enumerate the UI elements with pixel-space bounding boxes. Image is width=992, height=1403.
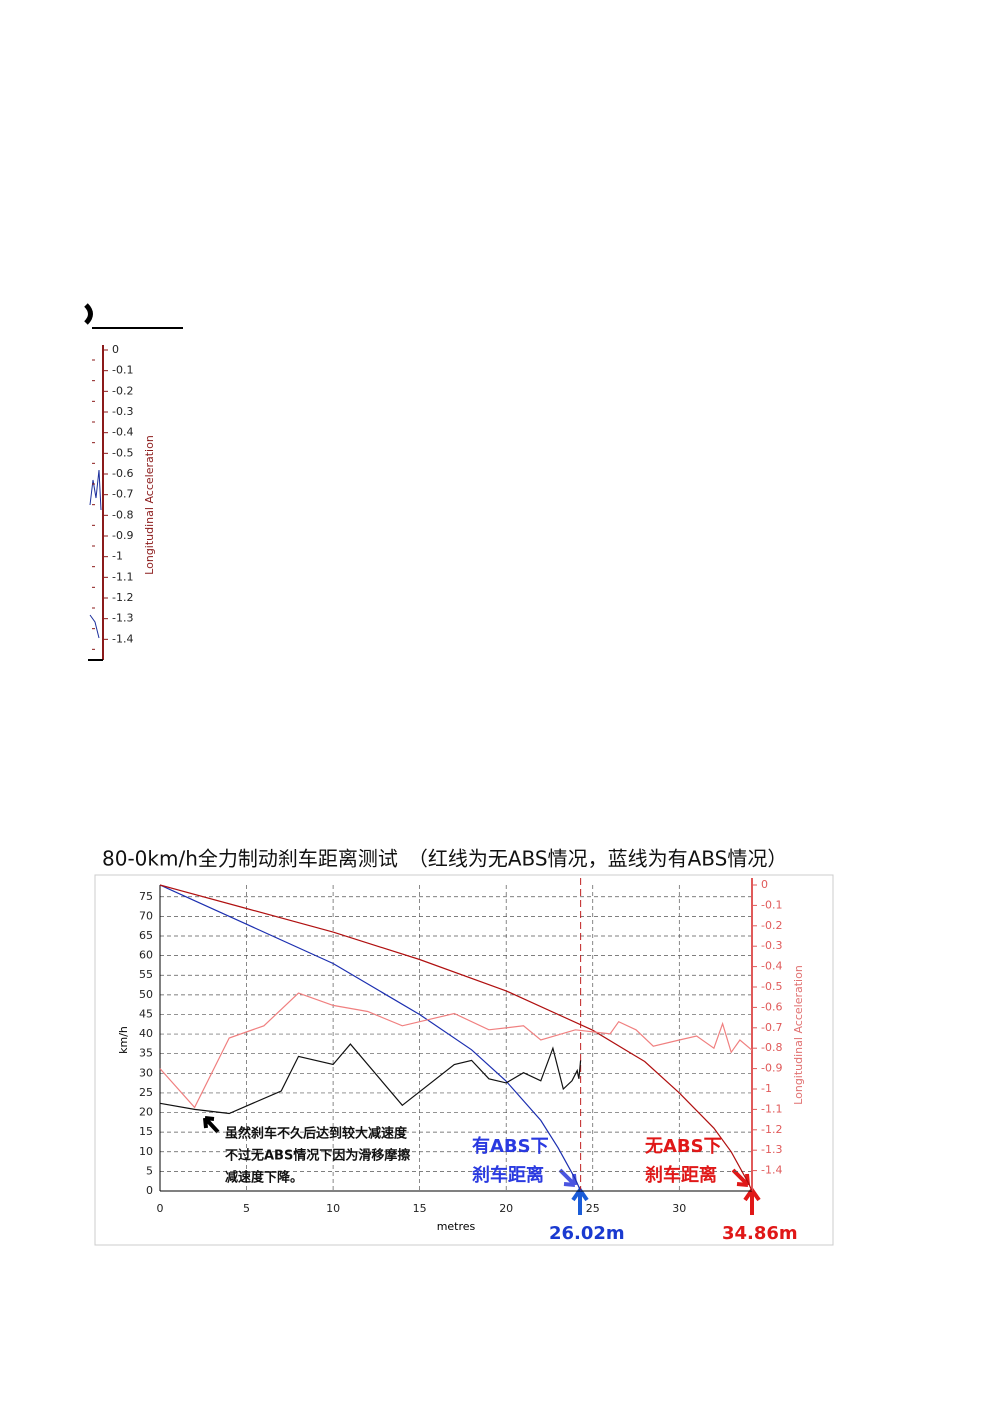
y-tick-label: 45	[139, 1007, 153, 1020]
y2-axis-label: Longitudinal Acceleration	[792, 965, 805, 1105]
fragment-line	[89, 469, 102, 511]
y-tick-label: 0	[146, 1184, 153, 1197]
y-tick-label: 15	[139, 1125, 153, 1138]
chart-title: 80-0km/h全力制动刹车距离测试 （红线为无ABS情况，蓝线为有ABS情况）	[102, 847, 787, 871]
y2-tick-label: -0.4	[761, 960, 782, 973]
y-tick-label: 10	[139, 1145, 153, 1158]
series-line	[159, 1043, 582, 1115]
annotation: 不过无ABS情况下因为滑移摩擦	[225, 1148, 410, 1164]
y-tick-label: 55	[139, 968, 153, 981]
y-tick-label: 5	[146, 1164, 153, 1177]
y2-tick-label: -1.4	[761, 1164, 782, 1177]
y2-tick-label: -0.1	[112, 364, 133, 377]
y2-tick-label: -0.6	[761, 1000, 782, 1013]
series-line	[159, 884, 753, 1192]
annotation: 34.86m	[722, 1223, 798, 1244]
y2-tick-label: -1	[112, 550, 123, 563]
x-tick-label: 10	[326, 1202, 340, 1215]
y-tick-label: 25	[139, 1086, 153, 1099]
annotation: 刹车距离	[645, 1164, 717, 1186]
annotation: 虽然刹车不久后达到较大减速度	[225, 1126, 408, 1142]
y2-tick-label: -0.6	[112, 467, 133, 480]
y2-tick-label: 0	[761, 878, 768, 891]
y2-tick-label: -0.8	[761, 1041, 782, 1054]
y-tick-label: 50	[139, 988, 153, 1001]
y2-axis-label: Longitudinal Acceleration	[143, 435, 156, 575]
y2-tick-label: 0	[112, 343, 119, 356]
annotation: 减速度下降。	[225, 1170, 303, 1186]
y-axis-label: km/h	[117, 1026, 130, 1054]
y2-tick-label: -0.1	[761, 898, 782, 911]
x-tick-label: 30	[672, 1202, 686, 1215]
fragment-line	[89, 614, 100, 639]
y2-tick-label: -0.8	[112, 508, 133, 521]
x-tick-label: 5	[243, 1202, 250, 1215]
annotation: 无ABS下	[645, 1136, 722, 1157]
y2-tick-label: -0.9	[112, 529, 133, 542]
x-tick-label: 20	[499, 1202, 513, 1215]
y2-tick-label: -1.3	[112, 612, 133, 625]
x-tick-label: 25	[586, 1202, 600, 1215]
y2-tick-label: -1.1	[112, 570, 133, 583]
x-tick-label: 15	[413, 1202, 427, 1215]
y2-tick-label: -1.4	[112, 632, 133, 645]
y-tick-label: 60	[139, 949, 153, 962]
y2-tick-label: -0.7	[112, 488, 133, 501]
x-tick-label: 0	[157, 1202, 164, 1215]
annotation: 刹车距离	[472, 1164, 544, 1186]
y-tick-label: 65	[139, 929, 153, 942]
y2-tick-label: -0.7	[761, 1021, 782, 1034]
chart-frame	[94, 874, 834, 1246]
annotation: 有ABS下	[472, 1135, 549, 1157]
arrow	[203, 1116, 220, 1134]
y-tick-label: 20	[139, 1106, 153, 1119]
y-tick-label: 35	[139, 1047, 153, 1060]
arrow	[743, 1186, 761, 1215]
series-line	[159, 992, 753, 1109]
y2-tick-label: -0.2	[112, 384, 133, 397]
y-tick-label: 70	[139, 909, 153, 922]
cropped-glyph	[84, 303, 93, 325]
y2-tick-label: -0.3	[112, 405, 133, 418]
y-tick-label: 75	[139, 890, 153, 903]
y2-tick-label: -0.2	[761, 919, 782, 932]
y2-tick-label: -0.4	[112, 426, 133, 439]
y2-tick-label: -0.5	[761, 980, 782, 993]
y2-tick-label: -0.5	[112, 446, 133, 459]
y2-tick-label: -0.3	[761, 939, 782, 952]
y2-tick-label: -0.9	[761, 1062, 782, 1075]
y2-tick-label: -1.3	[761, 1143, 782, 1156]
arrow	[558, 1168, 577, 1187]
annotation: 26.02m	[549, 1223, 625, 1244]
y2-tick-label: -1.2	[112, 591, 133, 604]
y2-tick-label: -1.2	[761, 1123, 782, 1136]
x-axis-label: metres	[437, 1220, 476, 1233]
y-tick-label: 30	[139, 1066, 153, 1079]
y2-tick-label: -1	[761, 1082, 772, 1095]
y2-tick-label: -1.1	[761, 1102, 782, 1115]
y-tick-label: 40	[139, 1027, 153, 1040]
series-line	[159, 884, 582, 1192]
